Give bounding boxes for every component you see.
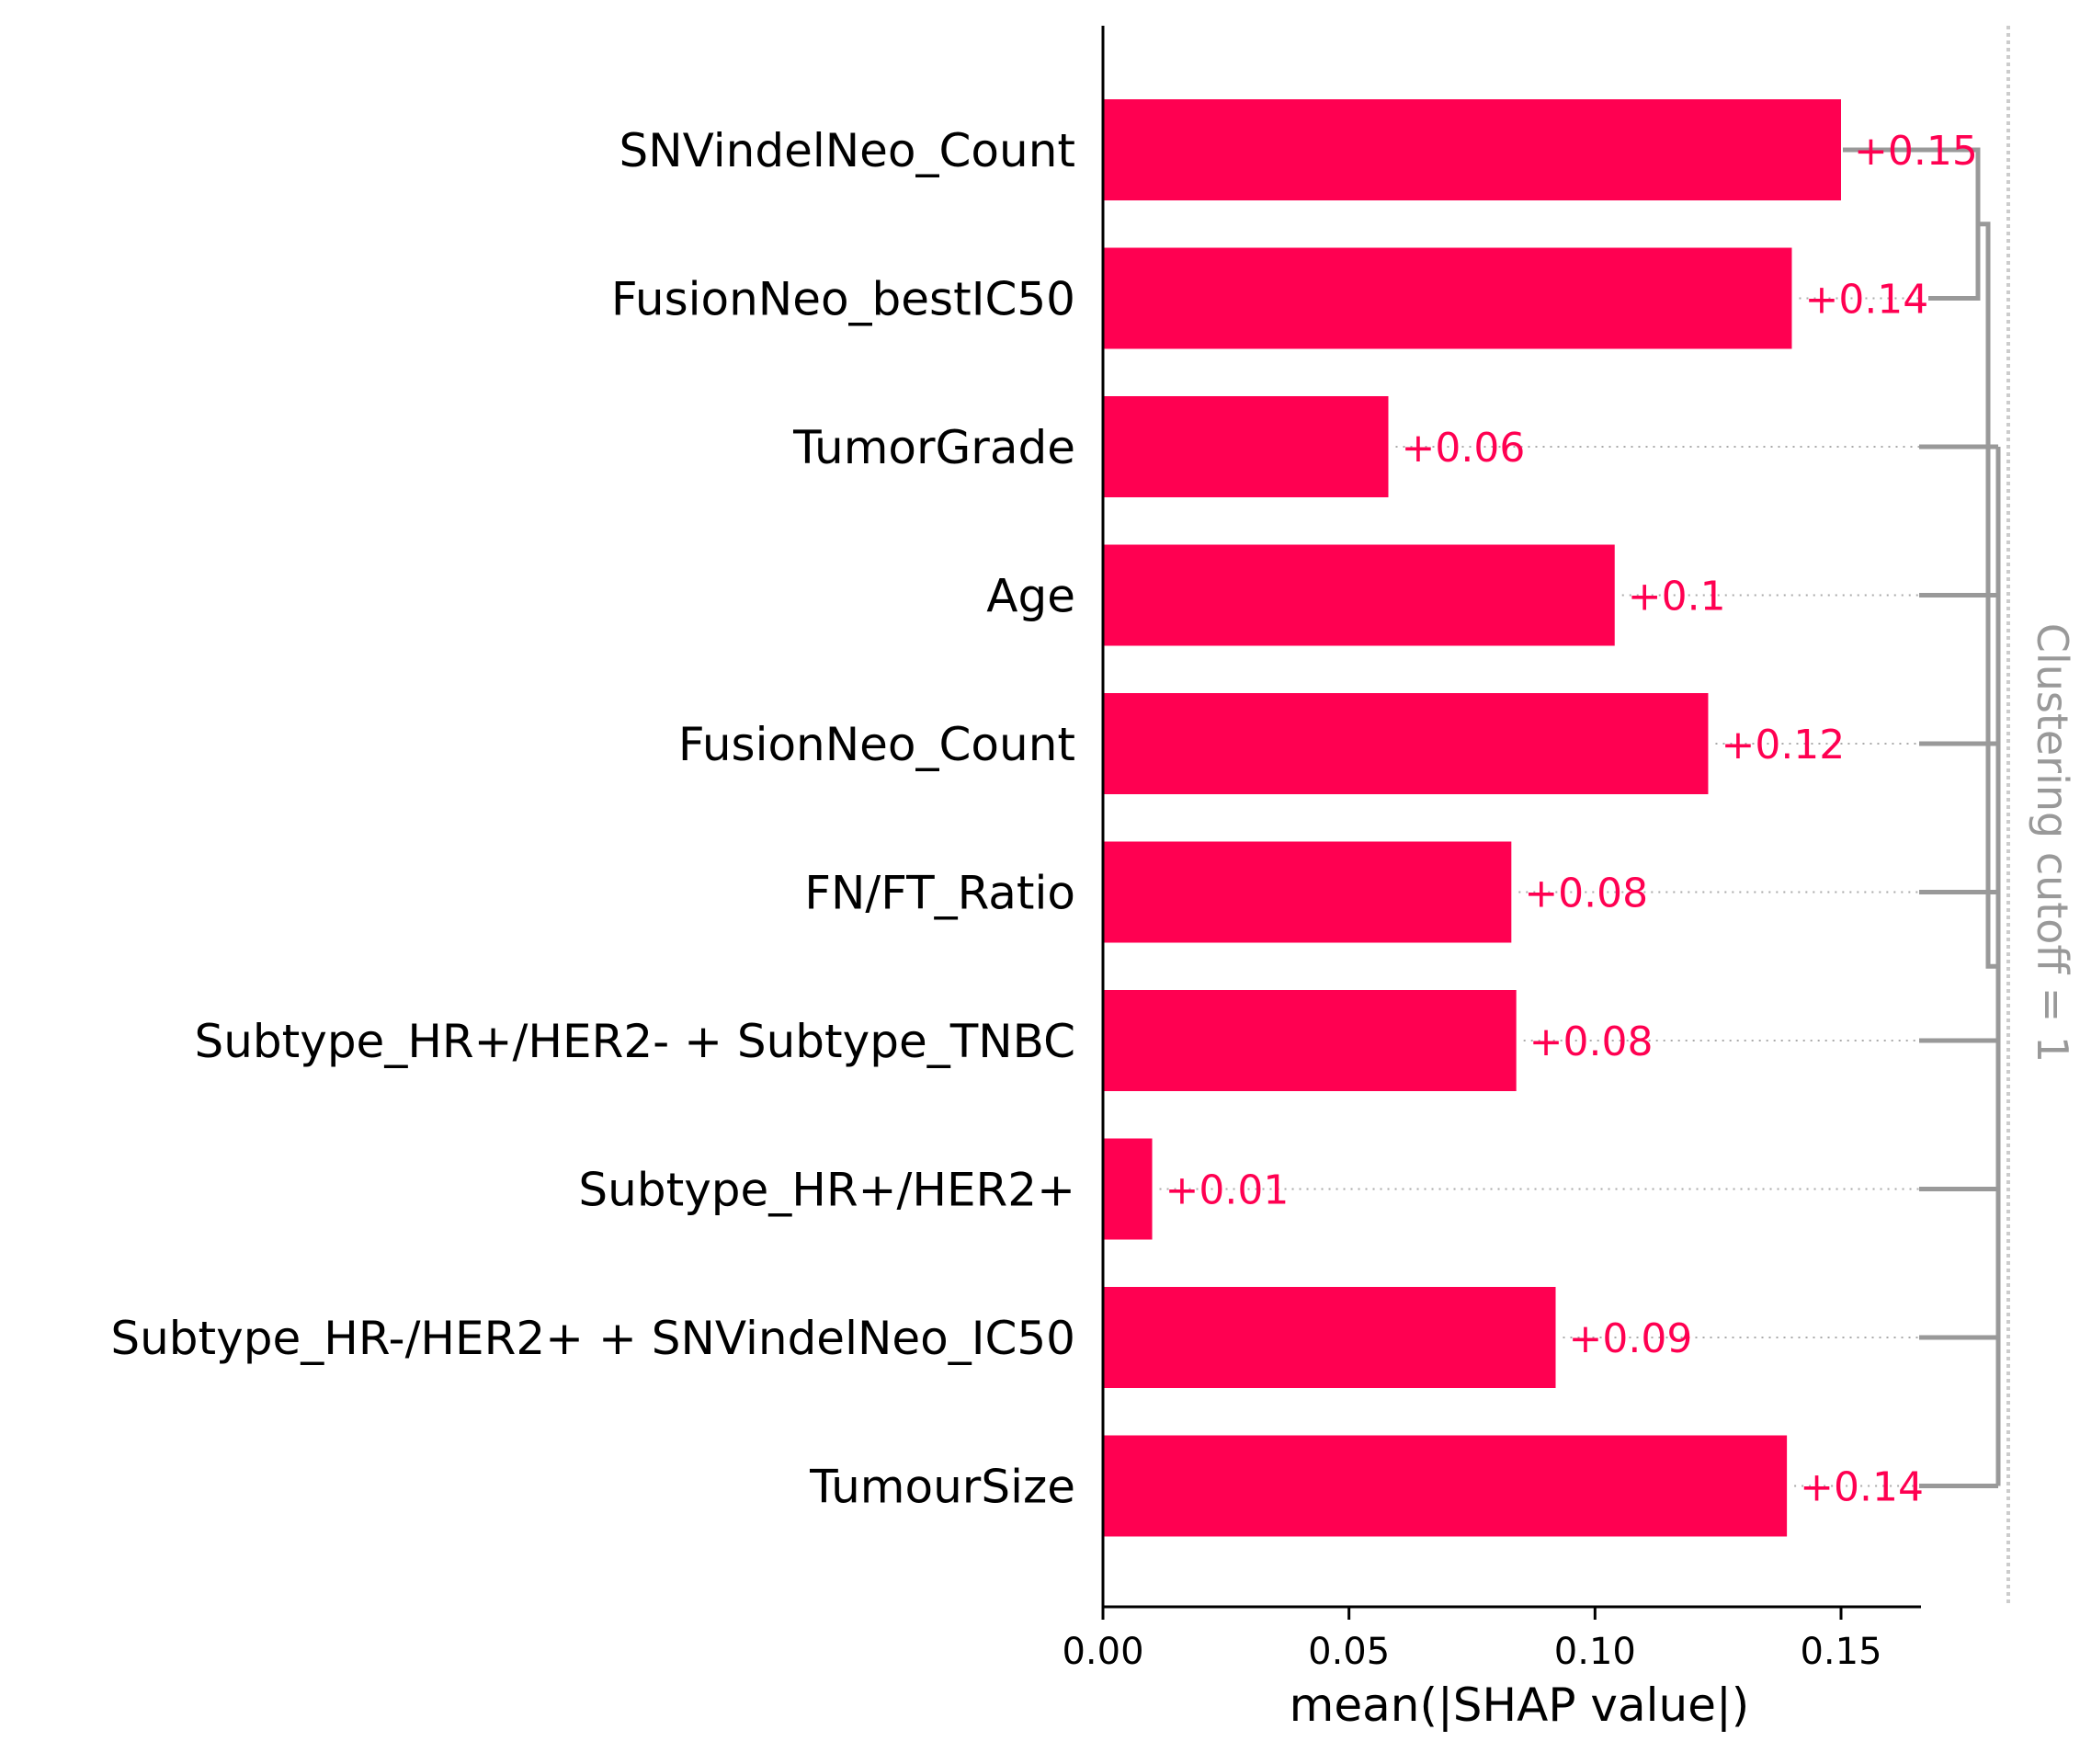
- bar: [1103, 1287, 1556, 1388]
- value-label: +0.12: [1721, 722, 1845, 768]
- clustering-cutoff-layer: Clustering cutoff = 1: [2006, 26, 2077, 1607]
- dendrogram-root-branch: [1978, 222, 1998, 969]
- bar: [1103, 247, 1792, 349]
- bar: [1103, 1138, 1153, 1240]
- bar: [1103, 990, 1517, 1091]
- value-label: +0.08: [1529, 1019, 1654, 1065]
- value-label: +0.01: [1165, 1167, 1290, 1214]
- bars-layer: [1103, 99, 1841, 1537]
- bar: [1103, 841, 1512, 943]
- value-label: +0.1: [1628, 574, 1726, 620]
- x-axis-title: mean(|SHAP value|): [1290, 1679, 1750, 1732]
- category-label: TumorGrade: [792, 421, 1075, 474]
- category-label: Subtype_HR+/HER2+: [578, 1164, 1075, 1217]
- x-tick-label: 0.00: [1062, 1631, 1143, 1673]
- x-tick-label: 0.05: [1308, 1631, 1390, 1673]
- x-tick-label: 0.10: [1554, 1631, 1636, 1673]
- value-label: +0.06: [1401, 425, 1525, 472]
- bar: [1103, 693, 1709, 794]
- bar: [1103, 396, 1389, 497]
- value-label: +0.14: [1800, 1464, 1924, 1511]
- guide-lines-layer: [1159, 149, 1919, 1487]
- x-tick-label: 0.15: [1800, 1631, 1881, 1673]
- labels-layer: SNVindelNeo_Count +0.15 FusionNeo_bestIC50…: [110, 124, 1977, 1514]
- bar: [1103, 1435, 1788, 1537]
- value-label: +0.14: [1804, 277, 1928, 324]
- bar: [1103, 544, 1615, 646]
- clustering-cutoff-label: Clustering cutoff = 1: [2028, 623, 2077, 1063]
- value-label: +0.09: [1569, 1315, 1693, 1362]
- category-label: TumourSize: [809, 1461, 1075, 1514]
- category-label: FusionNeo_bestIC50: [611, 273, 1075, 326]
- dendrogram-layer: [1843, 147, 2001, 1488]
- category-label: Subtype_HR-/HER2+ + SNVindelNeo_IC50: [110, 1312, 1075, 1365]
- category-label: Age: [986, 570, 1075, 623]
- value-label: +0.15: [1854, 128, 1978, 175]
- axis-layer: 0.00 0.05 0.10 0.15: [1062, 26, 1921, 1673]
- category-label: FusionNeo_Count: [678, 718, 1075, 771]
- bar: [1103, 99, 1841, 200]
- category-label: FN/FT_Ratio: [804, 867, 1075, 920]
- category-label: SNVindelNeo_Count: [619, 124, 1075, 177]
- value-label: +0.08: [1524, 871, 1648, 917]
- category-label: Subtype_HR+/HER2- + Subtype_TNBC: [194, 1015, 1075, 1068]
